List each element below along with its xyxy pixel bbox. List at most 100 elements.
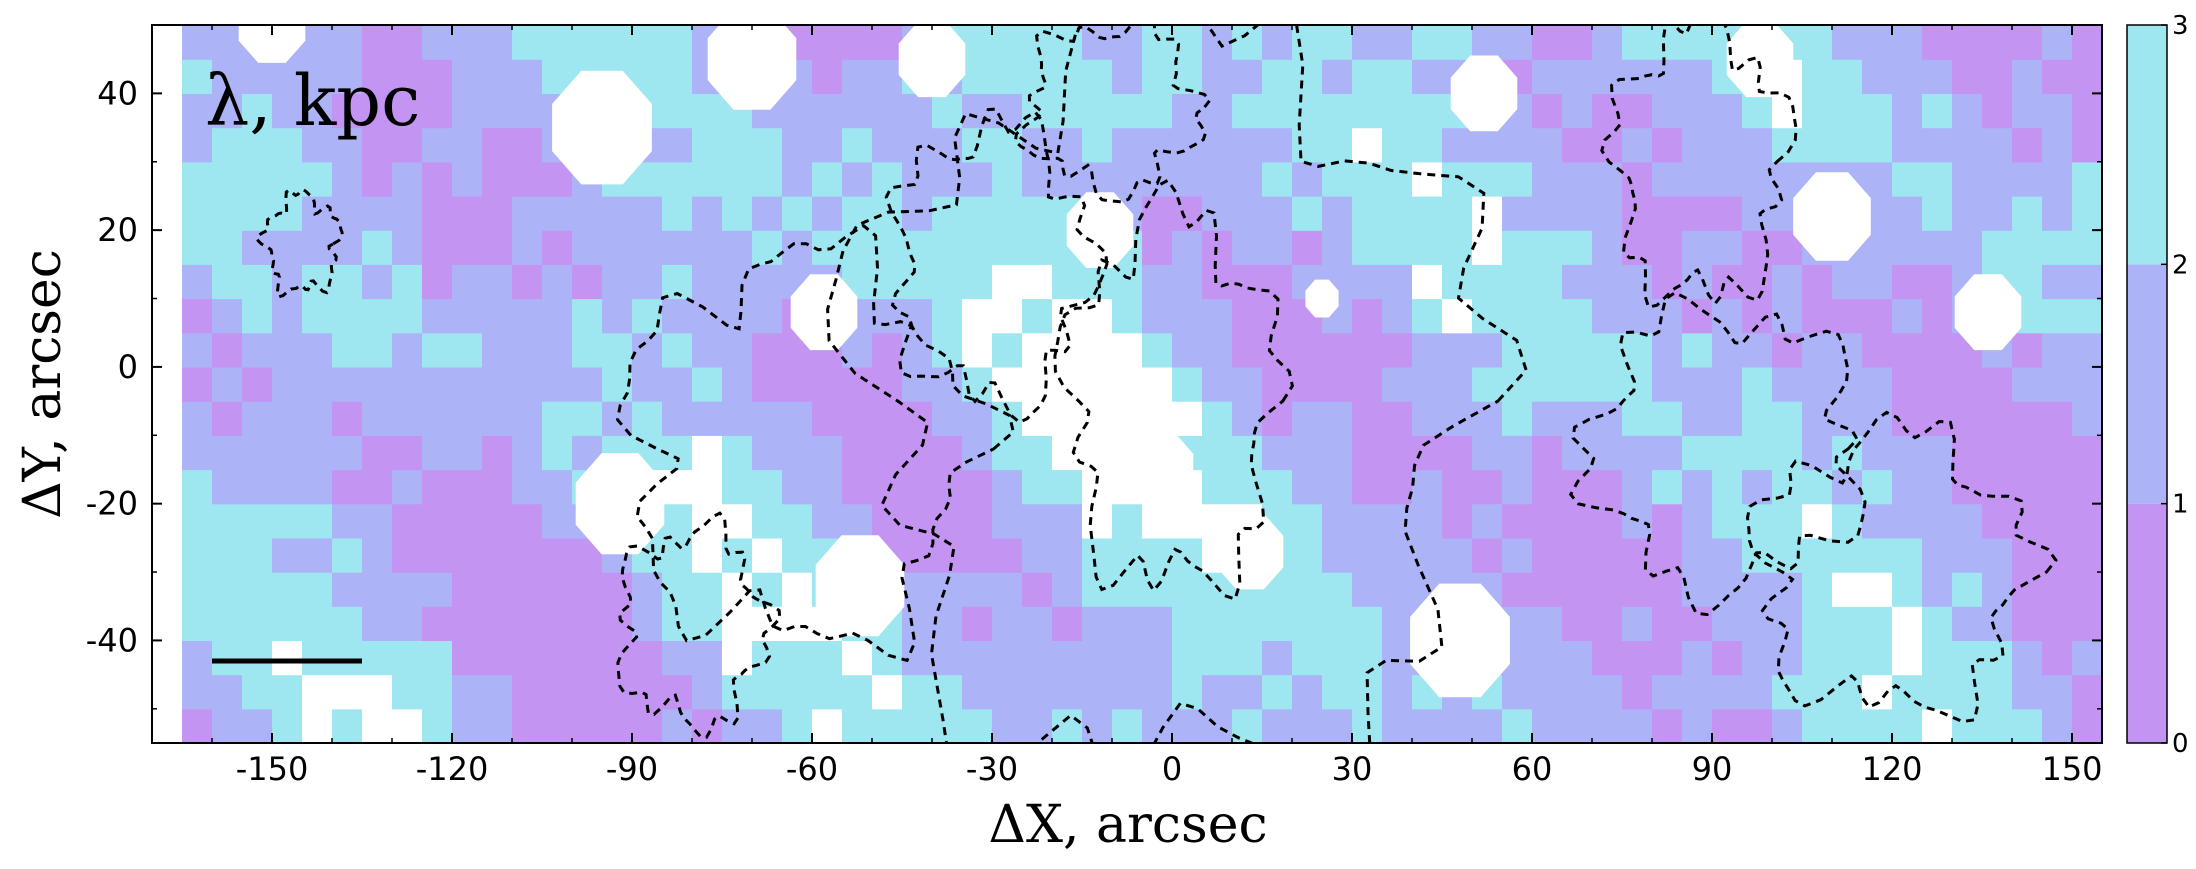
map-cell (272, 93, 303, 129)
map-cell (1622, 264, 1653, 300)
map-cell (302, 127, 333, 163)
map-cell (662, 230, 693, 265)
map-cell (242, 503, 273, 539)
map-cell (1832, 435, 1863, 471)
map-cell (1772, 503, 1803, 539)
map-cell (1562, 59, 1593, 94)
map-cell (332, 127, 363, 163)
map-cell (1982, 674, 2013, 710)
map-cell (2072, 708, 2102, 743)
map-cell (1442, 503, 1473, 539)
map-cell (782, 366, 813, 402)
map-cell (182, 674, 213, 710)
map-cell (332, 674, 363, 710)
masked-region (575, 453, 665, 555)
map-cell (1352, 606, 1383, 641)
map-cell (842, 708, 873, 743)
map-cell (1382, 332, 1413, 368)
map-cell (332, 25, 363, 60)
map-cell (1352, 230, 1383, 265)
map-cell (1502, 469, 1533, 505)
map-cell (1262, 435, 1293, 471)
map-cell (1262, 93, 1293, 129)
map-cell (332, 435, 363, 471)
map-cell (1562, 230, 1593, 265)
masked-region (1216, 513, 1284, 590)
map-cell (452, 196, 483, 231)
map-cell (2072, 435, 2102, 471)
map-cell (962, 572, 993, 607)
map-cell (992, 708, 1023, 743)
map-cell (272, 674, 303, 710)
map-cell (1652, 127, 1683, 163)
map-cell (1142, 25, 1173, 60)
map-cell (1322, 537, 1353, 573)
map-cell (482, 230, 513, 265)
map-cell (1262, 230, 1293, 265)
map-cell (1292, 196, 1323, 231)
map-cell (1352, 127, 1383, 163)
map-cell (1652, 503, 1683, 539)
map-cell (752, 161, 783, 197)
map-cell (1862, 469, 1893, 505)
map-cell (152, 503, 183, 539)
map-cell (2042, 401, 2073, 436)
map-cell (1322, 708, 1353, 743)
map-cell (1772, 366, 1803, 402)
map-cell (272, 606, 303, 641)
map-cell (512, 366, 543, 402)
map-cell (332, 196, 363, 231)
map-cell (2072, 298, 2102, 334)
map-cell (572, 264, 603, 300)
map-cell (542, 572, 573, 607)
map-cell (572, 606, 603, 641)
map-cell (1142, 537, 1173, 573)
map-cell (662, 25, 693, 60)
map-cell (992, 332, 1023, 368)
map-cell (542, 674, 573, 710)
map-cell (2042, 640, 2073, 676)
map-cell (182, 298, 213, 334)
map-cell (992, 196, 1023, 231)
map-cell (1502, 572, 1533, 607)
map-cell (1712, 332, 1743, 368)
map-cell (692, 435, 723, 471)
map-cell (1382, 264, 1413, 300)
map-cell (872, 435, 903, 471)
map-cell (752, 674, 783, 710)
map-cell (752, 401, 783, 436)
map-cell (362, 298, 393, 334)
map-cell (1322, 401, 1353, 436)
map-cell (1352, 401, 1383, 436)
map-cell (722, 332, 753, 368)
map-cell (1832, 606, 1863, 641)
map-cell (752, 298, 783, 334)
map-cell (272, 332, 303, 368)
map-cell (1082, 59, 1113, 94)
map-cell (722, 503, 753, 539)
map-cell (1862, 59, 1893, 94)
map-cell (1712, 606, 1743, 641)
map-cell (542, 606, 573, 641)
map-cell (1022, 264, 1053, 300)
map-cell (1352, 572, 1383, 607)
map-cell (1412, 93, 1443, 129)
map-cell (1262, 401, 1293, 436)
map-cell (1112, 640, 1143, 676)
map-cell (182, 161, 213, 197)
map-cell (842, 674, 873, 710)
map-cell (1952, 572, 1983, 607)
map-cell (722, 606, 753, 641)
map-cell (272, 366, 303, 402)
map-cell (512, 332, 543, 368)
map-cell (1082, 298, 1113, 334)
map-cell (1172, 298, 1203, 334)
map-cell (1592, 196, 1623, 231)
map-cell (632, 401, 663, 436)
map-cell (1532, 161, 1563, 197)
map-cell (1712, 93, 1743, 129)
map-cell (692, 572, 723, 607)
map-cell (1232, 264, 1263, 300)
map-cell (362, 435, 393, 471)
map-cell (1742, 674, 1773, 710)
